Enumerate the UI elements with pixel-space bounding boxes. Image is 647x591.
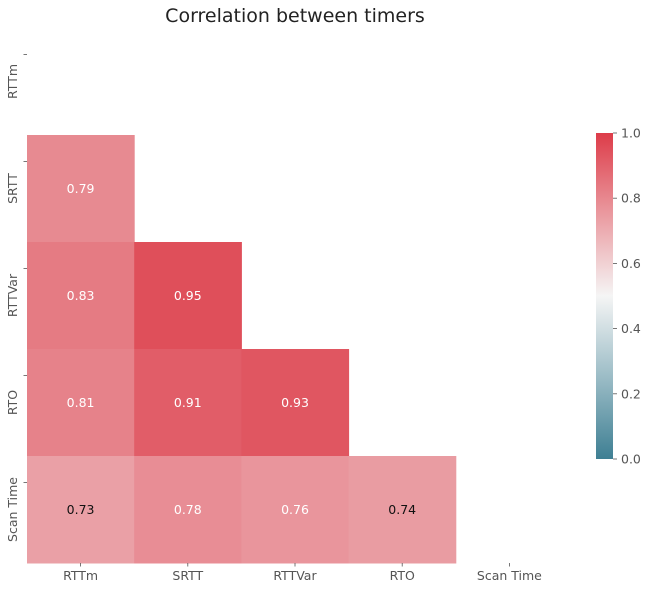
cell-value-label: 0.76 — [281, 502, 309, 517]
colorbar-tick-label: 0.2 — [621, 386, 641, 401]
heatmap-cell-rto-srtt — [134, 349, 242, 457]
cell-value-label: 0.79 — [67, 181, 95, 196]
colorbar-ticks: 0.0 0.2 0.4 0.6 0.8 1.0 — [613, 126, 641, 467]
heatmap-cell-rto-rttvar — [241, 349, 350, 457]
y-tick-label-rttm: RTTm — [5, 64, 20, 99]
cell-value-label: 0.78 — [174, 502, 202, 517]
heatmap-cell-scan-time-rttm — [27, 456, 135, 564]
cell-value-label: 0.93 — [281, 395, 309, 410]
x-tick-label-rttvar: RTTVar — [273, 568, 317, 583]
colorbar-tick-label: 0.8 — [621, 191, 641, 206]
colorbar-gradient — [596, 133, 613, 459]
heatmap-cell-rttvar-rttm — [27, 242, 135, 350]
x-tick-label-srtt: SRTT — [172, 568, 203, 583]
heatmap-cell-rto-rttm — [27, 349, 135, 457]
heatmap-cell-labels: 0.79 0.83 0.95 0.81 0.91 0.93 0.73 0.78 0.76 0.74 — [67, 181, 416, 517]
colorbar-tick-label: 1.0 — [621, 126, 641, 141]
heatmap-cell-scan-time-rto — [348, 456, 457, 564]
x-axis-ticks: RTTm SRTT RTTVar RTO Scan Time — [63, 563, 542, 583]
cell-value-label: 0.95 — [174, 288, 202, 303]
x-tick-label-rto: RTO — [390, 568, 415, 583]
cell-value-label: 0.81 — [67, 395, 95, 410]
heatmap-cell-scan-time-rttvar — [241, 456, 350, 564]
y-tick-label-rttvar: RTTVar — [5, 273, 20, 317]
y-tick-label-srtt: SRTT — [5, 173, 20, 204]
cell-value-label: 0.91 — [174, 395, 202, 410]
colorbar-tick-label: 0.0 — [621, 452, 641, 467]
y-tick-label-scan-time: Scan Time — [5, 477, 20, 542]
x-tick-label-rttm: RTTm — [63, 568, 98, 583]
heatmap-cells — [27, 135, 457, 564]
colorbar-tick-label: 0.4 — [621, 321, 641, 336]
heatmap-cell-srtt-rttm — [27, 135, 135, 243]
y-tick-label-rto: RTO — [5, 390, 20, 415]
heatmap-cell-rttvar-srtt — [134, 242, 242, 350]
heatmap-cell-scan-time-srtt — [134, 456, 242, 564]
y-axis-ticks: RTTm SRTT RTTVar RTO Scan Time — [5, 54, 27, 542]
colorbar-tick-label: 0.6 — [621, 256, 641, 271]
cell-value-label: 0.83 — [67, 288, 95, 303]
colorbar: 0.0 0.2 0.4 0.6 0.8 1.0 — [596, 126, 641, 467]
cell-value-label: 0.74 — [388, 502, 416, 517]
cell-value-label: 0.73 — [67, 502, 95, 517]
x-tick-label-scan-time: Scan Time — [477, 568, 542, 583]
chart-title: Correlation between timers — [165, 5, 425, 27]
